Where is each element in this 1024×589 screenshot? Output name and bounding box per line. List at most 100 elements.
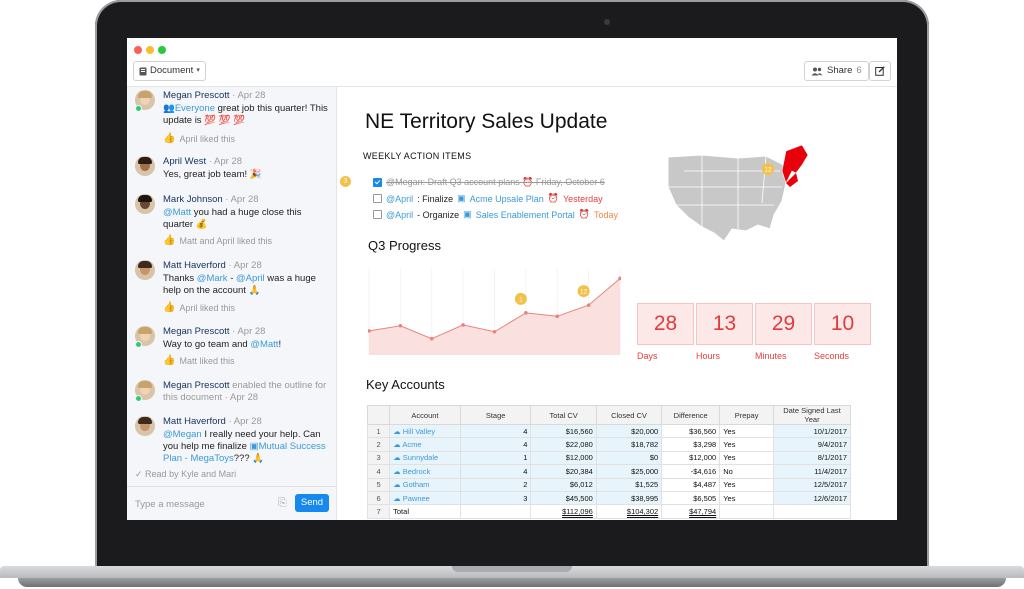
difference-cell[interactable]: $36,560 [661, 423, 721, 439]
us-territory-map[interactable]: 12 [662, 143, 817, 253]
avatar[interactable] [135, 156, 155, 176]
column-header[interactable]: Difference [661, 405, 721, 425]
comment-badge-icon[interactable]: 1 [514, 292, 527, 305]
stage-cell[interactable]: 4 [459, 437, 532, 452]
difference-cell[interactable]: -$4,616 [661, 464, 721, 479]
maximize-window-button[interactable] [158, 46, 166, 54]
share-button[interactable]: Share 6 [804, 61, 869, 81]
date-signed-cell[interactable]: 9/4/2017 [772, 437, 852, 452]
table-total-row[interactable]: 7 Total $112,096 $104,302 $47,794 [366, 504, 852, 519]
date-signed-cell[interactable]: 12/6/2017 [772, 490, 852, 506]
comment-count-badge[interactable]: 3 [340, 176, 351, 187]
table-row[interactable]: 3 ☁ Sunnydale 1 $12,000 $0 $12,000 Yes 8/1/2017 [366, 450, 852, 466]
progress-point[interactable] [492, 329, 497, 334]
account-cell[interactable]: ☁ Pawnee [389, 490, 461, 506]
task-checkbox[interactable] [373, 178, 382, 187]
message-author[interactable]: April West [163, 156, 207, 167]
like-summary[interactable]: 👍 Matt liked this [163, 355, 235, 366]
stage-cell[interactable]: 4 [459, 423, 532, 439]
total-cv-cell[interactable]: $20,384 [530, 464, 597, 479]
mention-link[interactable]: @Matt [250, 339, 279, 350]
progress-point[interactable] [429, 336, 434, 341]
message-author[interactable]: Matt Haverford [163, 260, 226, 271]
close-window-button[interactable] [134, 46, 142, 54]
mention-link[interactable]: @April [386, 193, 414, 204]
record-link[interactable]: Sales Enablement Portal [475, 209, 575, 220]
message-author[interactable]: Megan Prescott [163, 380, 230, 391]
table-row[interactable]: 1 ☁ Hill Valley 4 $16,560 $20,000 $36,560 Yes 1… [366, 423, 852, 439]
stage-cell[interactable]: 2 [459, 477, 532, 492]
prepay-cell[interactable]: No [719, 464, 774, 479]
progress-point[interactable] [555, 314, 560, 319]
minimize-window-button[interactable] [146, 46, 154, 54]
mention-link[interactable]: @Mark [196, 273, 228, 284]
attachment-icon[interactable]: ⎘ [278, 497, 287, 509]
total-cv-cell[interactable]: $22,080 [530, 437, 597, 452]
document-menu-button[interactable]: Document ▾ [133, 61, 206, 81]
total-cv-cell[interactable]: $6,012 [530, 477, 597, 492]
account-name[interactable]: Pawnee [402, 493, 430, 503]
progress-point[interactable] [461, 323, 465, 327]
account-name[interactable]: Acme [402, 440, 422, 450]
key-accounts-table[interactable]: Account Stage Total CV Closed CV Differe… [366, 405, 852, 519]
total-cv-cell[interactable]: $112,096 [530, 504, 597, 519]
closed-cv-cell[interactable]: $104,302 [595, 504, 663, 519]
account-cell[interactable]: ☁ Acme [389, 437, 461, 452]
account-name[interactable]: Gotham [402, 480, 430, 490]
account-cell[interactable]: ☁ Sunnydale [389, 450, 461, 466]
date-signed-cell[interactable]: 12/5/2017 [772, 477, 852, 492]
total-cv-cell[interactable]: $16,560 [530, 423, 597, 439]
message-author[interactable]: Megan Prescott [163, 326, 230, 337]
total-label[interactable]: Total [389, 504, 461, 519]
task-checkbox[interactable] [373, 210, 382, 219]
document-title[interactable]: NE Territory Sales Update [365, 110, 608, 133]
progress-point[interactable] [524, 311, 528, 315]
total-cv-cell[interactable]: $45,500 [530, 490, 597, 506]
account-cell[interactable]: ☁ Gotham [389, 477, 461, 492]
closed-cv-cell[interactable]: $20,000 [595, 423, 663, 439]
progress-point[interactable] [398, 323, 403, 328]
message-input[interactable] [133, 496, 267, 512]
message-author[interactable]: Matt Haverford [163, 416, 226, 427]
difference-cell[interactable]: $6,505 [661, 490, 721, 506]
column-header[interactable]: Total CV [530, 405, 597, 425]
send-button[interactable]: Send [295, 494, 329, 512]
progress-point[interactable] [618, 276, 621, 281]
prepay-cell[interactable]: Yes [719, 490, 774, 506]
prepay-cell[interactable]: Yes [719, 450, 774, 466]
prepay-cell[interactable]: Yes [719, 437, 774, 452]
column-header[interactable]: Stage [459, 405, 532, 425]
date-signed-cell[interactable] [772, 504, 852, 519]
mention-link[interactable]: @April [236, 273, 265, 284]
stage-cell[interactable]: 4 [459, 464, 532, 479]
column-header[interactable]: Closed CV [595, 405, 663, 425]
table-row[interactable]: 2 ☁ Acme 4 $22,080 $18,782 $3,298 Yes 9/4/2017 [366, 437, 852, 452]
account-cell[interactable]: ☁ Bedrock [389, 464, 461, 479]
like-summary[interactable]: 👍 April liked this [163, 133, 235, 144]
stage-cell[interactable]: 3 [459, 490, 532, 506]
column-header[interactable]: Prepay [719, 405, 774, 425]
like-summary[interactable]: 👍 April liked this [163, 302, 235, 313]
account-name[interactable]: Hill Valley [402, 426, 436, 436]
closed-cv-cell[interactable]: $0 [595, 450, 663, 466]
message-author[interactable]: Megan Prescott [163, 90, 230, 101]
account-name[interactable]: Bedrock [402, 466, 431, 476]
like-summary[interactable]: 👍 Matt and April liked this [163, 235, 272, 246]
ne-region-highlight[interactable] [786, 173, 798, 187]
difference-cell[interactable]: $3,298 [661, 437, 721, 452]
date-signed-cell[interactable]: 10/1/2017 [772, 423, 852, 439]
stage-cell[interactable] [459, 504, 532, 519]
avatar[interactable] [135, 260, 155, 280]
account-name[interactable]: Sunnydale [402, 453, 439, 463]
record-link[interactable]: Mutual Success Plan - MegaToys [163, 441, 326, 464]
mention-link[interactable]: Everyone [174, 103, 215, 114]
prepay-cell[interactable]: Yes [719, 477, 774, 492]
mention-link[interactable]: @Megan [163, 429, 202, 440]
edit-button[interactable] [869, 61, 891, 81]
avatar[interactable] [135, 194, 155, 214]
ne-region-highlight[interactable] [781, 144, 809, 184]
table-row[interactable]: 6 ☁ Pawnee 3 $45,500 $38,995 $6,505 Yes 12/6/20… [366, 490, 852, 506]
column-header[interactable]: Account [389, 405, 461, 425]
q3-progress-chart[interactable]: 1 12 [368, 265, 621, 360]
stage-cell[interactable]: 1 [459, 450, 532, 466]
